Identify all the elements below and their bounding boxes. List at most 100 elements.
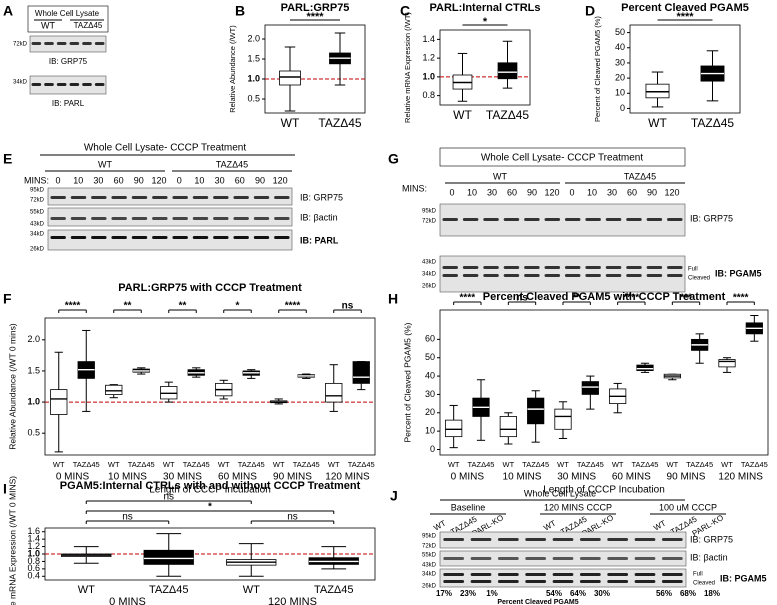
blot-band <box>634 538 656 541</box>
time-label: MINS: <box>24 175 49 185</box>
box <box>499 416 517 438</box>
time-label: MINS: <box>402 183 427 193</box>
x-tick-label: TAZΔ45 <box>293 460 320 469</box>
blot-band <box>172 236 188 239</box>
marker-label: 72kD <box>13 42 28 48</box>
y-tick-label: 30 <box>615 57 625 67</box>
group-label: 60 MINS <box>612 472 651 483</box>
blot <box>47 229 293 251</box>
panel-letter: J <box>390 488 398 504</box>
group-label: 0 MINS <box>56 472 90 483</box>
blot <box>439 203 686 237</box>
group-label: TAZΔ45 <box>216 159 248 169</box>
blot-band <box>111 196 127 199</box>
ib-label: IB: PGAM5 <box>720 573 767 583</box>
marker-label: 34kD <box>422 572 437 578</box>
blot-band <box>552 580 574 583</box>
blot-band <box>470 580 492 583</box>
time-label: 90 <box>255 175 265 185</box>
x-tick-label: WT <box>448 460 460 469</box>
percent-label: 64% <box>570 589 586 598</box>
chart-title: Percent Cleaved PGAM5 <box>621 2 749 14</box>
blot-band <box>443 557 465 560</box>
blot-band <box>442 274 458 277</box>
blot-band <box>646 266 663 269</box>
condition-label: 100 uM CCCP <box>659 502 717 512</box>
time-label: 120 <box>151 175 166 185</box>
time-label: 30 <box>487 187 497 197</box>
marker-label: 26kD <box>30 247 45 253</box>
blot-band <box>646 218 663 221</box>
blot-band <box>524 218 540 221</box>
marker-label: 55kD <box>30 210 45 216</box>
panel-letter: C <box>400 3 410 19</box>
percent-caption: Percent Cleaved PGAM5 <box>497 599 578 605</box>
y-tick-label: 1.4 <box>27 534 40 544</box>
comparison-label: ns <box>163 492 174 503</box>
blot-band <box>152 236 168 239</box>
group-label: 90 MINS <box>273 472 312 483</box>
blot-band <box>525 538 547 541</box>
y-tick-label: 0.4 <box>27 571 40 581</box>
y-axis-label: Relative mRNA Expression (/WT) <box>403 12 412 123</box>
blot <box>47 207 293 227</box>
group-label: 30 MINS <box>163 472 202 483</box>
significance: ns <box>342 301 354 312</box>
time-label: 60 <box>235 175 245 185</box>
x-tick-label: TAZΔ45 <box>238 460 265 469</box>
blot-band <box>470 573 492 576</box>
y-tick-label: 10 <box>425 426 435 436</box>
x-tick-label: TAZΔ45 <box>73 460 100 469</box>
ib-label: IB: βactin <box>300 212 338 222</box>
group-label: 120 MINS <box>718 472 763 483</box>
band-label: Cleaved <box>688 276 710 282</box>
x-tick-label: WT <box>243 584 260 596</box>
y-axis-label: Relative Abundance (/WT) <box>228 25 237 113</box>
y-tick-label: 2.0 <box>27 334 40 344</box>
blot-band <box>274 217 290 220</box>
blot-band <box>274 236 290 239</box>
band-label: Full <box>693 572 703 578</box>
ib-label: IB: PARL <box>52 99 85 108</box>
blot-title: Whole Cell Lysate- CCCP Treatment <box>481 153 644 164</box>
blot-band <box>44 42 54 45</box>
box <box>445 419 463 438</box>
x-tick-label: WT <box>273 460 285 469</box>
x-tick-label: WT <box>163 460 175 469</box>
time-label: 30 <box>215 175 225 185</box>
time-label: 30 <box>93 175 103 185</box>
blot-band <box>552 573 574 576</box>
blot-band <box>253 217 270 220</box>
blot-band <box>661 580 683 583</box>
marker-label: 72kD <box>422 544 437 550</box>
panel-letter: A <box>3 3 13 19</box>
lane-label: WT <box>542 519 557 533</box>
marker-label: 34kD <box>422 272 437 278</box>
blot-band <box>525 557 547 560</box>
significance: ** <box>124 301 132 312</box>
blot-band <box>497 557 519 560</box>
blot-band <box>56 42 67 45</box>
x-tick-label: WT <box>648 116 667 130</box>
time-label: 0 <box>449 187 454 197</box>
box <box>581 381 599 395</box>
blot-band <box>626 218 642 221</box>
y-tick-label: 20 <box>425 407 435 417</box>
blot-band <box>661 573 683 576</box>
y-tick-label: 0.8 <box>27 556 40 566</box>
x-tick-label: WT <box>453 108 472 122</box>
blot-band <box>50 217 66 220</box>
x-tick-label: TAZΔ45 <box>468 460 495 469</box>
time-label: 0 <box>55 175 60 185</box>
box <box>325 382 343 403</box>
blot-band <box>483 266 499 269</box>
y-axis-label: Relative Abundance (/WT 0 mins) <box>7 323 17 450</box>
blot-band <box>564 274 581 277</box>
blot <box>439 568 687 588</box>
x-tick-label: TAZΔ45 <box>128 460 155 469</box>
blot-band <box>634 580 656 583</box>
box <box>143 549 194 565</box>
blot <box>47 187 293 206</box>
x-tick-label: WT <box>218 460 230 469</box>
